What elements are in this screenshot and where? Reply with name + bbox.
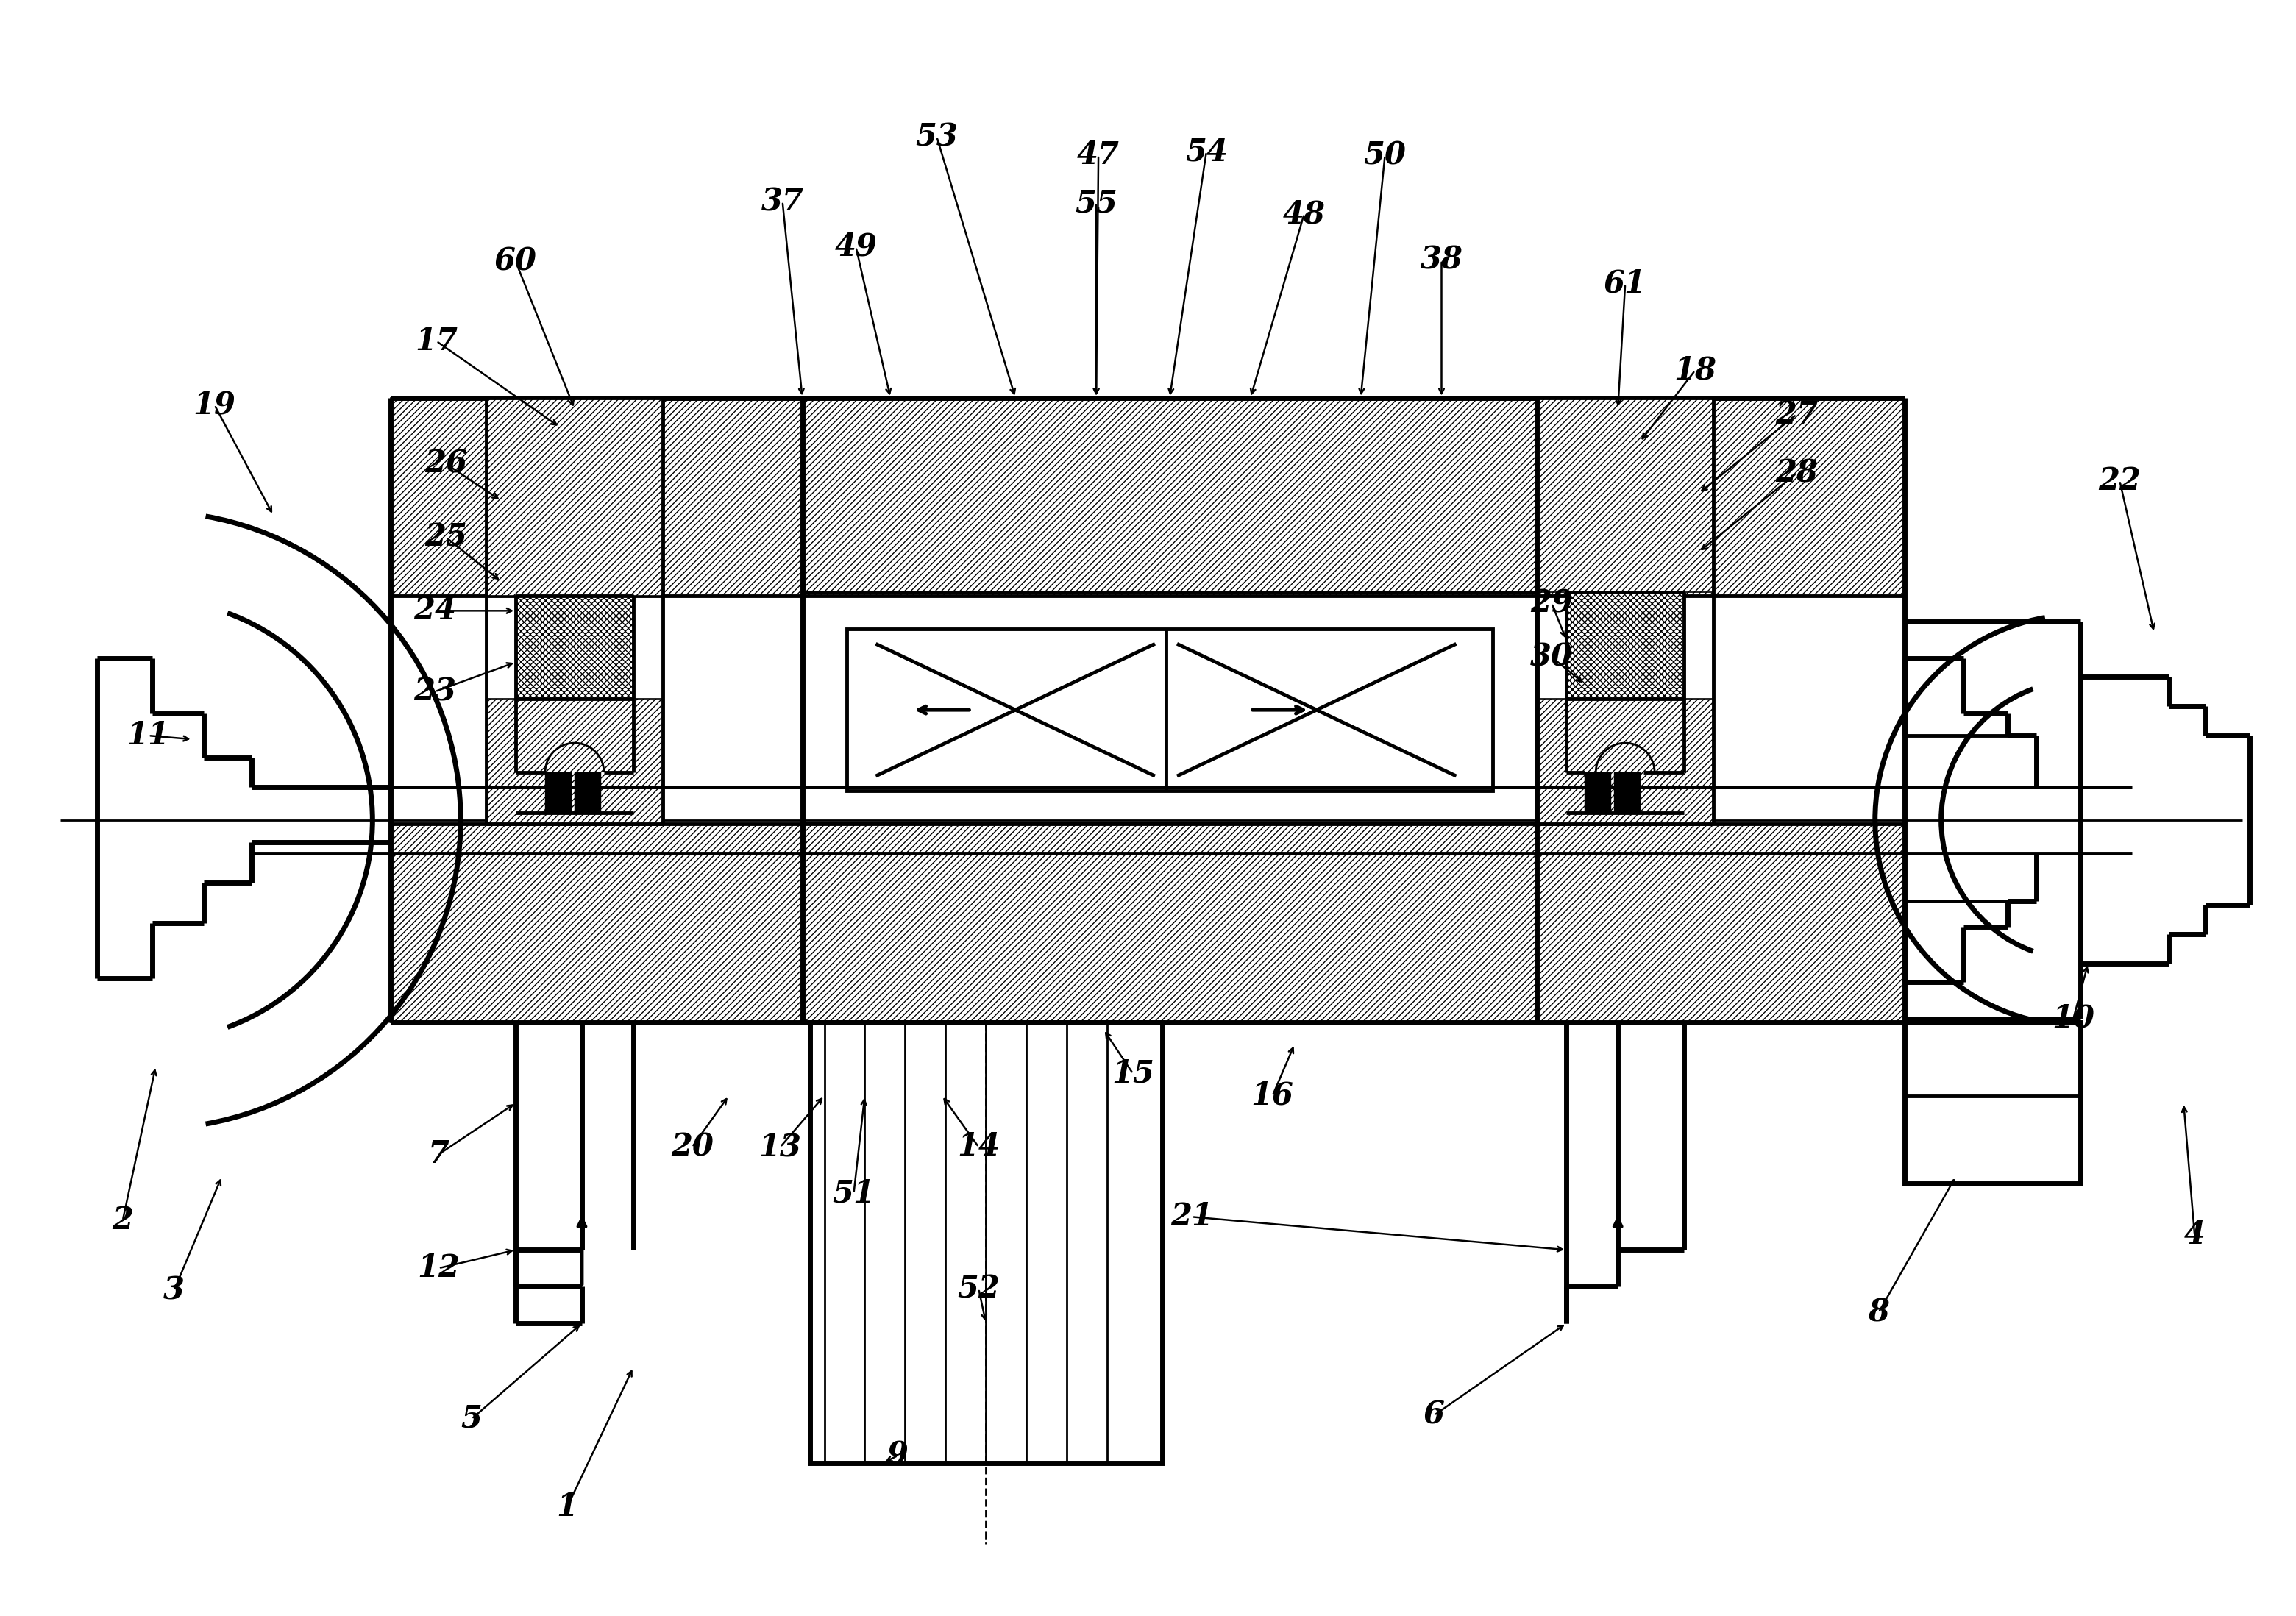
Text: 12: 12 bbox=[418, 1252, 459, 1283]
Bar bbox=[390, 824, 1903, 1023]
Bar bbox=[487, 698, 664, 824]
Bar bbox=[1566, 593, 1683, 698]
Text: 6: 6 bbox=[1424, 1399, 1444, 1430]
Text: 17: 17 bbox=[416, 326, 457, 357]
Text: 11: 11 bbox=[126, 721, 170, 751]
Text: 30: 30 bbox=[1531, 642, 1573, 672]
Text: 19: 19 bbox=[193, 389, 236, 420]
Text: 50: 50 bbox=[1364, 141, 1405, 171]
Text: 28: 28 bbox=[1775, 457, 1818, 488]
Text: 13: 13 bbox=[760, 1131, 801, 1162]
Text: 24: 24 bbox=[413, 595, 457, 627]
Text: 3: 3 bbox=[163, 1275, 184, 1306]
Text: 16: 16 bbox=[1251, 1079, 1295, 1112]
Text: 23: 23 bbox=[413, 675, 457, 708]
Text: 26: 26 bbox=[425, 448, 468, 480]
Text: 22: 22 bbox=[2099, 465, 2140, 496]
Text: 37: 37 bbox=[762, 186, 804, 217]
Text: 48: 48 bbox=[1283, 199, 1325, 229]
Text: 21: 21 bbox=[1171, 1201, 1212, 1233]
Bar bbox=[574, 772, 599, 813]
Text: 8: 8 bbox=[1869, 1298, 1890, 1328]
Text: 2: 2 bbox=[113, 1206, 133, 1236]
Bar bbox=[801, 824, 1536, 1023]
Text: 38: 38 bbox=[1421, 246, 1463, 276]
Text: 15: 15 bbox=[1111, 1058, 1155, 1089]
Bar bbox=[544, 772, 572, 813]
Bar bbox=[1536, 698, 1713, 824]
Text: 9: 9 bbox=[886, 1440, 909, 1471]
Text: 53: 53 bbox=[916, 121, 957, 152]
Bar bbox=[847, 629, 1492, 790]
Bar bbox=[801, 398, 1536, 593]
Text: 61: 61 bbox=[1605, 268, 1646, 299]
Bar bbox=[1903, 1023, 2080, 1185]
Text: 27: 27 bbox=[1775, 399, 1818, 430]
Text: 5: 5 bbox=[461, 1403, 482, 1435]
Text: 20: 20 bbox=[670, 1131, 714, 1162]
Text: 49: 49 bbox=[836, 231, 877, 262]
Bar bbox=[1584, 772, 1609, 813]
Text: 60: 60 bbox=[494, 246, 537, 278]
Bar bbox=[1536, 398, 1713, 593]
Text: 52: 52 bbox=[957, 1273, 1001, 1304]
Text: 4: 4 bbox=[2183, 1220, 2204, 1251]
Text: 29: 29 bbox=[1531, 588, 1573, 619]
Text: 47: 47 bbox=[1077, 141, 1120, 171]
Bar bbox=[487, 398, 664, 596]
Text: 18: 18 bbox=[1674, 356, 1717, 386]
Bar bbox=[1614, 772, 1639, 813]
Text: 1: 1 bbox=[556, 1492, 579, 1522]
Text: 7: 7 bbox=[427, 1139, 450, 1170]
Text: 14: 14 bbox=[957, 1131, 1001, 1162]
Bar bbox=[810, 1023, 1162, 1462]
Bar bbox=[390, 398, 1903, 596]
Bar bbox=[517, 596, 634, 698]
Text: 51: 51 bbox=[833, 1178, 875, 1209]
Text: 54: 54 bbox=[1185, 136, 1228, 166]
Text: 55: 55 bbox=[1075, 187, 1118, 218]
Text: 10: 10 bbox=[2053, 1004, 2094, 1034]
Text: 25: 25 bbox=[425, 522, 468, 553]
